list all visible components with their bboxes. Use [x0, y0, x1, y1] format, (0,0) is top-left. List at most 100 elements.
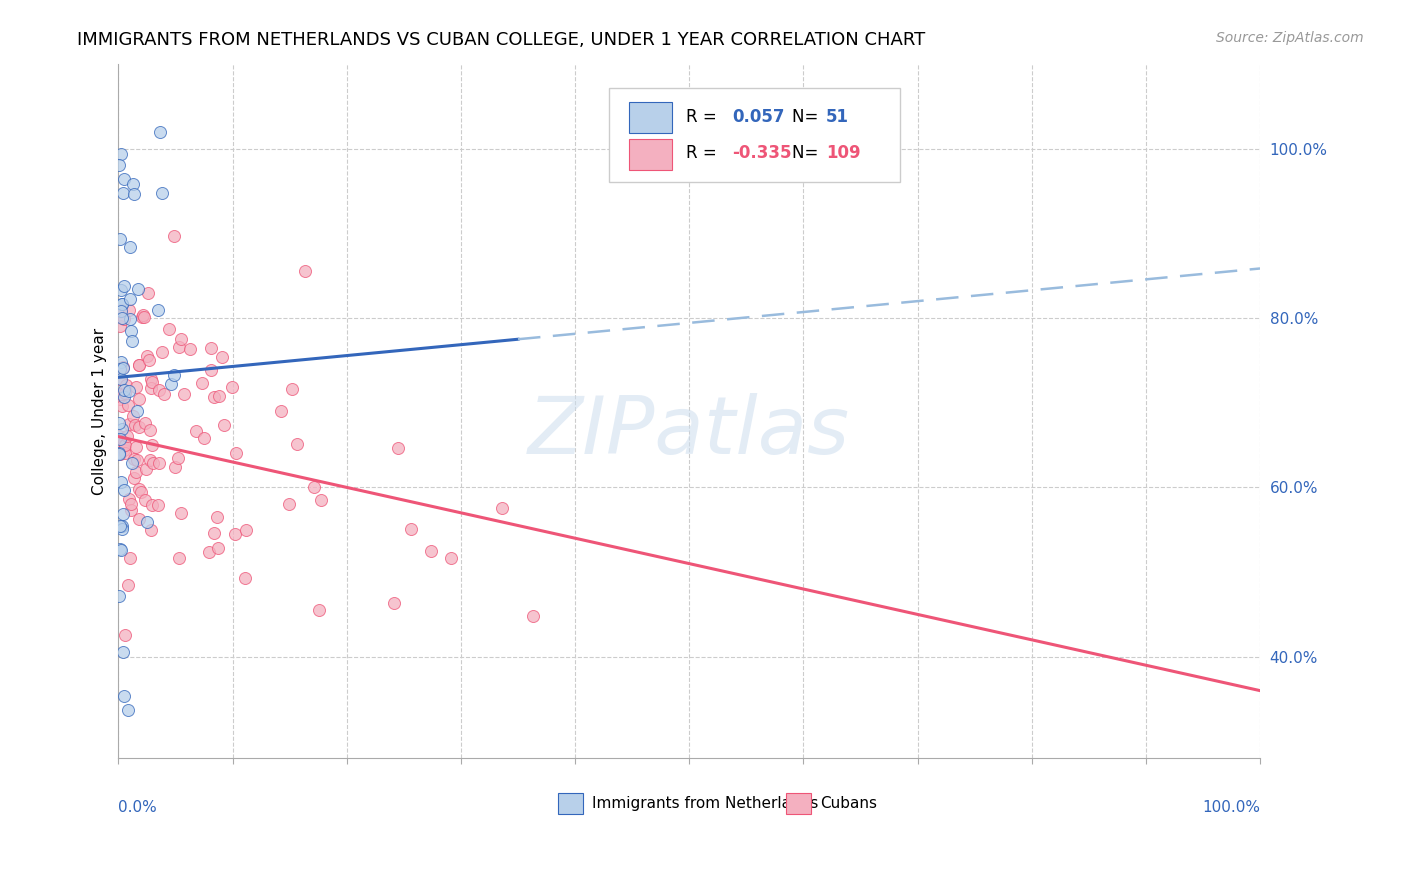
Point: [121, 334, 143, 348]
Point: [150, 344, 173, 359]
Point: [191, 376, 214, 391]
Point: [278, 497, 301, 511]
Point: [111, 508, 134, 522]
Point: [111, 296, 134, 310]
Point: [110, 283, 132, 297]
Point: [160, 376, 183, 391]
Point: [281, 382, 304, 396]
Point: [141, 437, 163, 451]
Point: [193, 431, 215, 445]
Point: [112, 172, 135, 186]
Point: [139, 453, 162, 467]
Point: [112, 443, 135, 458]
Point: [110, 372, 132, 386]
Point: [110, 354, 132, 368]
Point: [127, 404, 149, 418]
Point: [522, 608, 544, 623]
Point: [110, 147, 132, 161]
Point: [118, 302, 141, 317]
Point: [122, 409, 145, 424]
Point: [114, 438, 136, 452]
Point: [108, 158, 131, 172]
Point: [148, 383, 170, 397]
Point: [127, 453, 149, 467]
Point: [112, 390, 135, 404]
Text: -0.335: -0.335: [733, 144, 792, 162]
FancyBboxPatch shape: [558, 793, 583, 814]
Text: Immigrants from Netherlands: Immigrants from Netherlands: [592, 796, 818, 811]
Text: R =: R =: [686, 108, 721, 126]
Point: [131, 308, 153, 322]
Point: [173, 387, 195, 401]
Point: [112, 483, 135, 497]
Point: [166, 451, 188, 466]
Point: [111, 399, 134, 413]
Text: 100.0%: 100.0%: [1202, 800, 1260, 815]
Point: [132, 310, 155, 324]
Point: [108, 447, 131, 461]
Point: [440, 550, 463, 565]
Text: 109: 109: [827, 144, 860, 162]
Point: [125, 380, 148, 394]
Point: [111, 438, 134, 452]
Point: [108, 372, 131, 386]
Point: [136, 349, 159, 363]
Point: [136, 515, 159, 529]
Text: N=: N=: [792, 144, 824, 162]
Point: [108, 232, 131, 246]
Point: [125, 440, 148, 454]
Point: [139, 372, 162, 386]
Point: [270, 404, 292, 418]
FancyBboxPatch shape: [609, 88, 900, 182]
Point: [205, 510, 228, 524]
Point: [294, 264, 316, 278]
Point: [114, 438, 136, 452]
Point: [129, 485, 152, 500]
Point: [128, 482, 150, 496]
Point: [108, 589, 131, 603]
Point: [141, 375, 163, 389]
Point: [163, 229, 186, 244]
Point: [382, 596, 405, 610]
Point: [118, 491, 141, 506]
Point: [142, 457, 165, 471]
Point: [118, 292, 141, 306]
Point: [165, 459, 187, 474]
Point: [114, 446, 136, 460]
Point: [235, 524, 257, 538]
Point: [117, 702, 139, 716]
Point: [120, 497, 142, 511]
Point: [118, 384, 141, 399]
Point: [420, 543, 443, 558]
Point: [118, 550, 141, 565]
Point: [163, 368, 186, 382]
FancyBboxPatch shape: [786, 793, 811, 814]
Point: [131, 310, 153, 324]
Point: [110, 302, 132, 317]
Point: [111, 645, 134, 659]
Point: [128, 358, 150, 372]
Point: [110, 392, 132, 406]
Point: [138, 423, 160, 437]
Point: [285, 437, 308, 451]
Point: [111, 518, 134, 533]
Point: [401, 522, 423, 536]
Point: [110, 304, 132, 318]
Point: [121, 456, 143, 470]
Point: [149, 125, 172, 139]
Point: [170, 506, 193, 520]
Point: [117, 398, 139, 412]
Point: [108, 432, 131, 446]
Point: [110, 523, 132, 537]
Point: [111, 310, 134, 325]
Point: [112, 690, 135, 704]
Text: Source: ZipAtlas.com: Source: ZipAtlas.com: [1216, 31, 1364, 45]
Point: [120, 240, 142, 254]
Point: [112, 361, 135, 376]
Point: [110, 387, 132, 401]
Point: [233, 571, 256, 585]
Point: [117, 428, 139, 442]
Point: [208, 389, 231, 403]
Point: [139, 381, 162, 395]
Point: [225, 445, 247, 459]
